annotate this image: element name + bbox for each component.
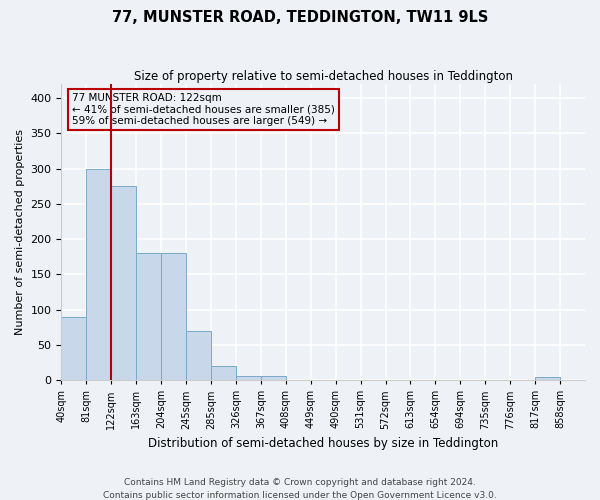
Bar — [236, 376, 261, 380]
Bar — [261, 376, 286, 380]
Bar — [111, 186, 136, 380]
Text: 77, MUNSTER ROAD, TEDDINGTON, TW11 9LS: 77, MUNSTER ROAD, TEDDINGTON, TW11 9LS — [112, 10, 488, 25]
Y-axis label: Number of semi-detached properties: Number of semi-detached properties — [15, 129, 25, 335]
Bar — [535, 376, 560, 380]
Bar — [61, 316, 86, 380]
Text: Contains HM Land Registry data © Crown copyright and database right 2024.
Contai: Contains HM Land Registry data © Crown c… — [103, 478, 497, 500]
Bar — [136, 254, 161, 380]
Bar — [186, 331, 211, 380]
Bar — [211, 366, 236, 380]
X-axis label: Distribution of semi-detached houses by size in Teddington: Distribution of semi-detached houses by … — [148, 437, 499, 450]
Bar — [161, 254, 186, 380]
Text: 77 MUNSTER ROAD: 122sqm
← 41% of semi-detached houses are smaller (385)
59% of s: 77 MUNSTER ROAD: 122sqm ← 41% of semi-de… — [72, 93, 335, 126]
Bar — [86, 168, 111, 380]
Title: Size of property relative to semi-detached houses in Teddington: Size of property relative to semi-detach… — [134, 70, 513, 83]
